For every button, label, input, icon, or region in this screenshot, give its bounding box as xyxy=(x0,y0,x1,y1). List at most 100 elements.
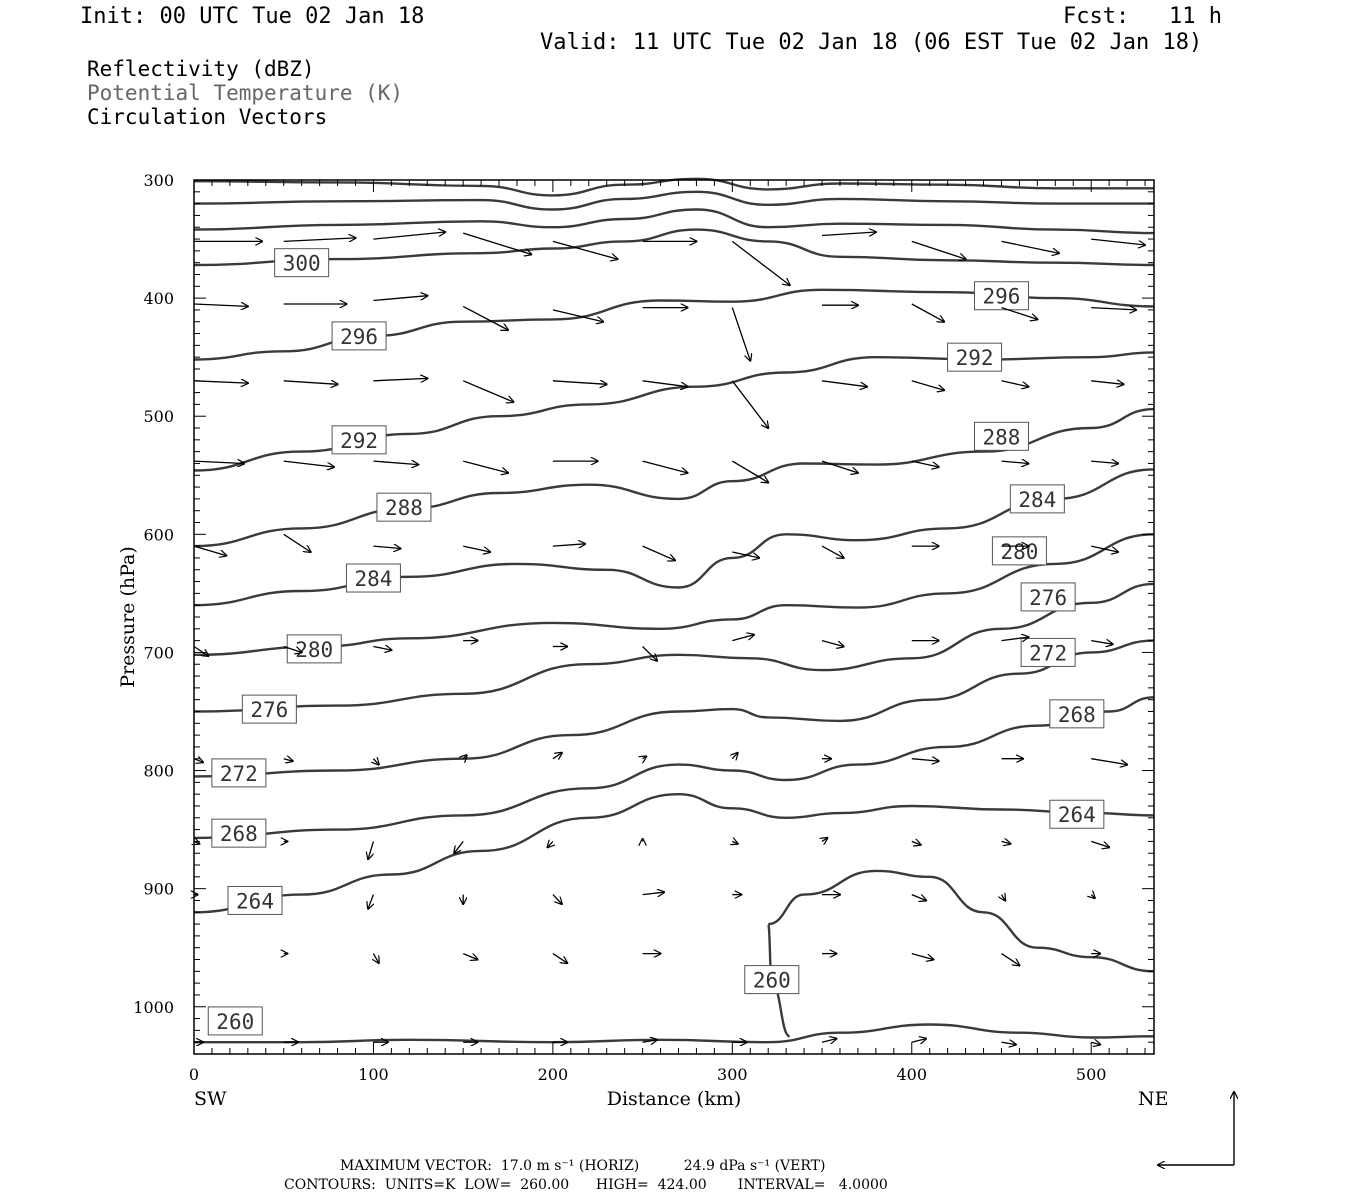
circulation-vector xyxy=(1091,308,1136,310)
circulation-vector xyxy=(283,238,356,242)
x-tick-label: 0 xyxy=(189,1065,199,1084)
theta-contour-300-0 xyxy=(193,228,1155,267)
circulation-vector xyxy=(552,309,603,322)
theta-contour-280-12 xyxy=(193,533,1155,656)
init-time: Init: 00 UTC Tue 02 Jan 18 xyxy=(80,4,425,29)
svg-text:280: 280 xyxy=(1000,540,1038,564)
circulation-vector xyxy=(283,533,311,552)
circulation-vector xyxy=(1091,238,1145,245)
reference-vector xyxy=(1158,1092,1234,1165)
x-tick-label: 400 xyxy=(896,1065,927,1084)
circulation-vector xyxy=(1001,240,1059,253)
svg-text:296: 296 xyxy=(340,325,378,349)
svg-text:296: 296 xyxy=(983,285,1021,309)
footer-max-vector: MAXIMUM VECTOR: 17.0 m s⁻¹ (HORIZ) 24.9 … xyxy=(340,1158,826,1174)
x-tick-label: 300 xyxy=(717,1065,748,1084)
circulation-vector xyxy=(373,647,391,651)
circulation-vector xyxy=(463,232,531,254)
circulation-vector xyxy=(821,1039,836,1043)
contour-label-284: 284 xyxy=(1009,484,1065,514)
circulation-vector xyxy=(642,646,657,661)
endpoint-right: NE xyxy=(1138,1088,1169,1110)
circulation-vector xyxy=(821,639,844,647)
y-tick-label: 1000 xyxy=(133,998,174,1017)
circulation-vector xyxy=(1090,840,1109,847)
circulation-vector xyxy=(642,380,688,387)
circulation-vector xyxy=(732,551,759,558)
circulation-vector xyxy=(462,952,477,960)
circulation-vector xyxy=(1091,545,1118,552)
circulation-vector xyxy=(193,381,248,383)
contour-label-272: 272 xyxy=(211,758,267,788)
circulation-vector xyxy=(1002,895,1006,901)
circulation-vector xyxy=(463,545,490,552)
svg-text:272: 272 xyxy=(220,762,258,786)
circulation-vector xyxy=(463,755,467,759)
circulation-vector xyxy=(642,460,688,473)
svg-text:288: 288 xyxy=(983,425,1021,449)
circulation-vector xyxy=(1091,381,1123,385)
plot-frame xyxy=(193,179,1155,1055)
circulation-vector xyxy=(548,841,553,847)
circulation-vector xyxy=(911,893,926,901)
endpoint-left: SW xyxy=(194,1088,227,1110)
circulation-vector xyxy=(373,461,418,465)
circulation-vector xyxy=(373,759,378,765)
circulation-vector xyxy=(552,544,585,546)
svg-text:284: 284 xyxy=(1018,488,1056,512)
svg-text:268: 268 xyxy=(220,822,258,846)
circulation-vector xyxy=(911,952,934,960)
contour-label-272: 272 xyxy=(1020,637,1076,667)
svg-text:292: 292 xyxy=(956,346,994,370)
circulation-vector xyxy=(911,1039,926,1043)
theta-contour-276-14 xyxy=(193,582,1155,713)
svg-text:292: 292 xyxy=(340,429,378,453)
circulation-vector xyxy=(454,841,464,853)
x-axis-title: Distance (km) xyxy=(607,1088,742,1110)
forecast-hour: Fcst: 11 h xyxy=(1063,4,1222,29)
circulation-vector xyxy=(552,894,562,904)
circulation-vector xyxy=(1001,461,1029,463)
circulation-vector xyxy=(1091,758,1127,765)
contour-label-288: 288 xyxy=(973,421,1029,451)
circulation-vector xyxy=(731,460,768,482)
circulation-vector xyxy=(1001,841,1011,843)
circulation-vector xyxy=(463,460,508,473)
contour-label-288: 288 xyxy=(376,492,432,522)
contour-label-268: 268 xyxy=(211,818,267,848)
circulation-vector xyxy=(373,378,427,380)
circulation-vector xyxy=(552,753,562,759)
theta-contour-304-1 xyxy=(193,208,1155,235)
circulation-vector xyxy=(731,307,750,361)
circulation-vector xyxy=(911,841,921,845)
legend-potential-temperature: Potential Temperature (K) xyxy=(87,81,404,105)
circulation-vector xyxy=(731,240,789,285)
circulation-vector xyxy=(821,460,858,473)
svg-text:260: 260 xyxy=(753,969,791,993)
circulation-vector xyxy=(1091,641,1113,645)
theta-contour-312-3 xyxy=(193,177,1154,197)
contour-label-264: 264 xyxy=(1049,799,1105,829)
circulation-vector xyxy=(732,841,737,843)
circulation-vector xyxy=(193,759,203,763)
circulation-vector xyxy=(911,240,966,259)
circulation-vector xyxy=(642,1040,657,1042)
svg-text:280: 280 xyxy=(295,638,333,662)
y-tick-label: 400 xyxy=(143,289,174,308)
circulation-vector xyxy=(1001,953,1020,966)
circulation-vector xyxy=(462,380,513,402)
circulation-vector xyxy=(1091,461,1118,463)
svg-text:284: 284 xyxy=(354,567,392,591)
contour-label-264: 264 xyxy=(227,885,283,915)
circulation-vector xyxy=(821,545,844,558)
circulation-vector xyxy=(283,460,334,467)
contour-label-300: 300 xyxy=(274,248,330,278)
circulation-vector xyxy=(283,381,338,385)
circulation-vector xyxy=(373,296,427,302)
svg-text:276: 276 xyxy=(250,698,288,722)
contour-label-292: 292 xyxy=(331,425,387,455)
contour-label-280: 280 xyxy=(991,536,1047,566)
circulation-vector xyxy=(1001,380,1029,387)
svg-text:300: 300 xyxy=(283,252,321,276)
contour-label-268: 268 xyxy=(1049,699,1105,729)
